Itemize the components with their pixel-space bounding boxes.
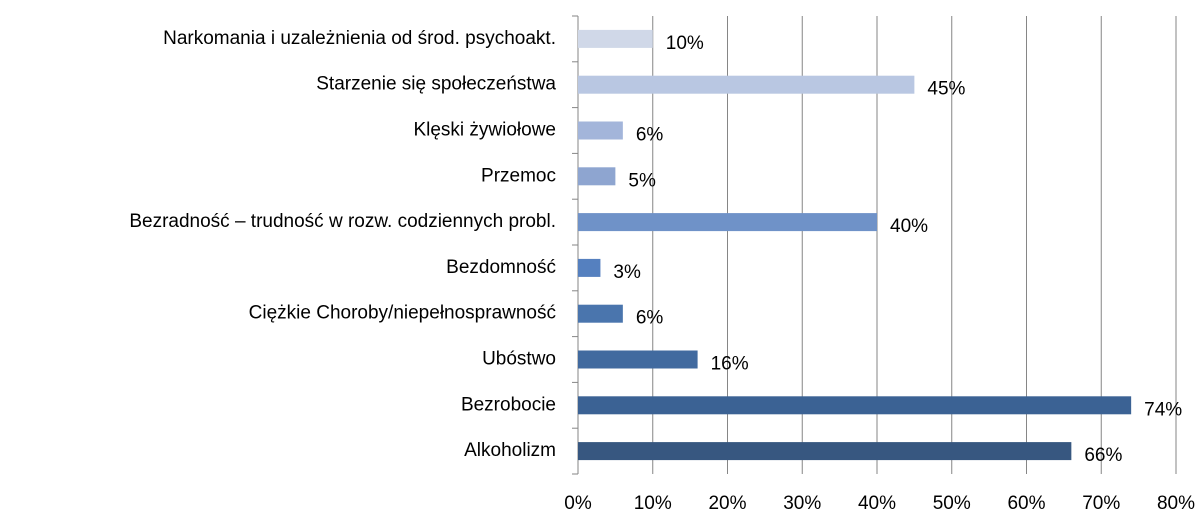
x-tick-label: 80%: [1157, 493, 1195, 514]
y-tick-label: Starzenie się społeczeństwa: [316, 74, 556, 95]
y-tick-label: Ciężkie Choroby/niepełnosprawność: [249, 303, 556, 324]
y-tick-label: Narkomania i uzależnienia od środ. psych…: [163, 28, 556, 49]
value-label: 45%: [927, 79, 965, 100]
x-tick-label: 40%: [858, 493, 896, 514]
y-tick-label: Ubóstwo: [482, 349, 556, 370]
value-label: 5%: [628, 170, 656, 191]
bar: [578, 121, 623, 140]
y-tick-label: Bezdomność: [446, 257, 556, 278]
bar: [578, 213, 877, 232]
value-label: 16%: [711, 354, 749, 375]
bar: [578, 442, 1072, 461]
y-tick-label: Alkoholizm: [464, 440, 556, 461]
value-label: 6%: [636, 125, 664, 146]
bar: [578, 167, 616, 186]
value-label: 6%: [636, 308, 664, 329]
x-tick-label: 50%: [933, 493, 971, 514]
bar: [578, 258, 601, 277]
x-tick-label: 10%: [634, 493, 672, 514]
value-label: 40%: [890, 216, 928, 237]
bar: [578, 396, 1132, 415]
value-label: 3%: [613, 262, 641, 283]
value-label: 74%: [1144, 399, 1182, 420]
x-tick-label: 30%: [783, 493, 821, 514]
x-tick-label: 20%: [708, 493, 746, 514]
bar: [578, 29, 653, 48]
y-tick-label: Bezrobocie: [461, 394, 556, 415]
x-tick-label: 70%: [1082, 493, 1120, 514]
y-tick-label: Przemoc: [481, 165, 556, 186]
bar: [578, 350, 698, 369]
value-label: 66%: [1084, 445, 1122, 466]
bar: [578, 304, 623, 323]
bar: [578, 75, 915, 94]
value-label: 10%: [666, 33, 704, 54]
y-tick-label: Klęski żywiołowe: [413, 120, 556, 141]
y-tick-label: Bezradność – trudność w rozw. codziennyc…: [129, 211, 556, 232]
x-tick-label: 60%: [1007, 493, 1045, 514]
x-tick-label: 0%: [564, 493, 592, 514]
